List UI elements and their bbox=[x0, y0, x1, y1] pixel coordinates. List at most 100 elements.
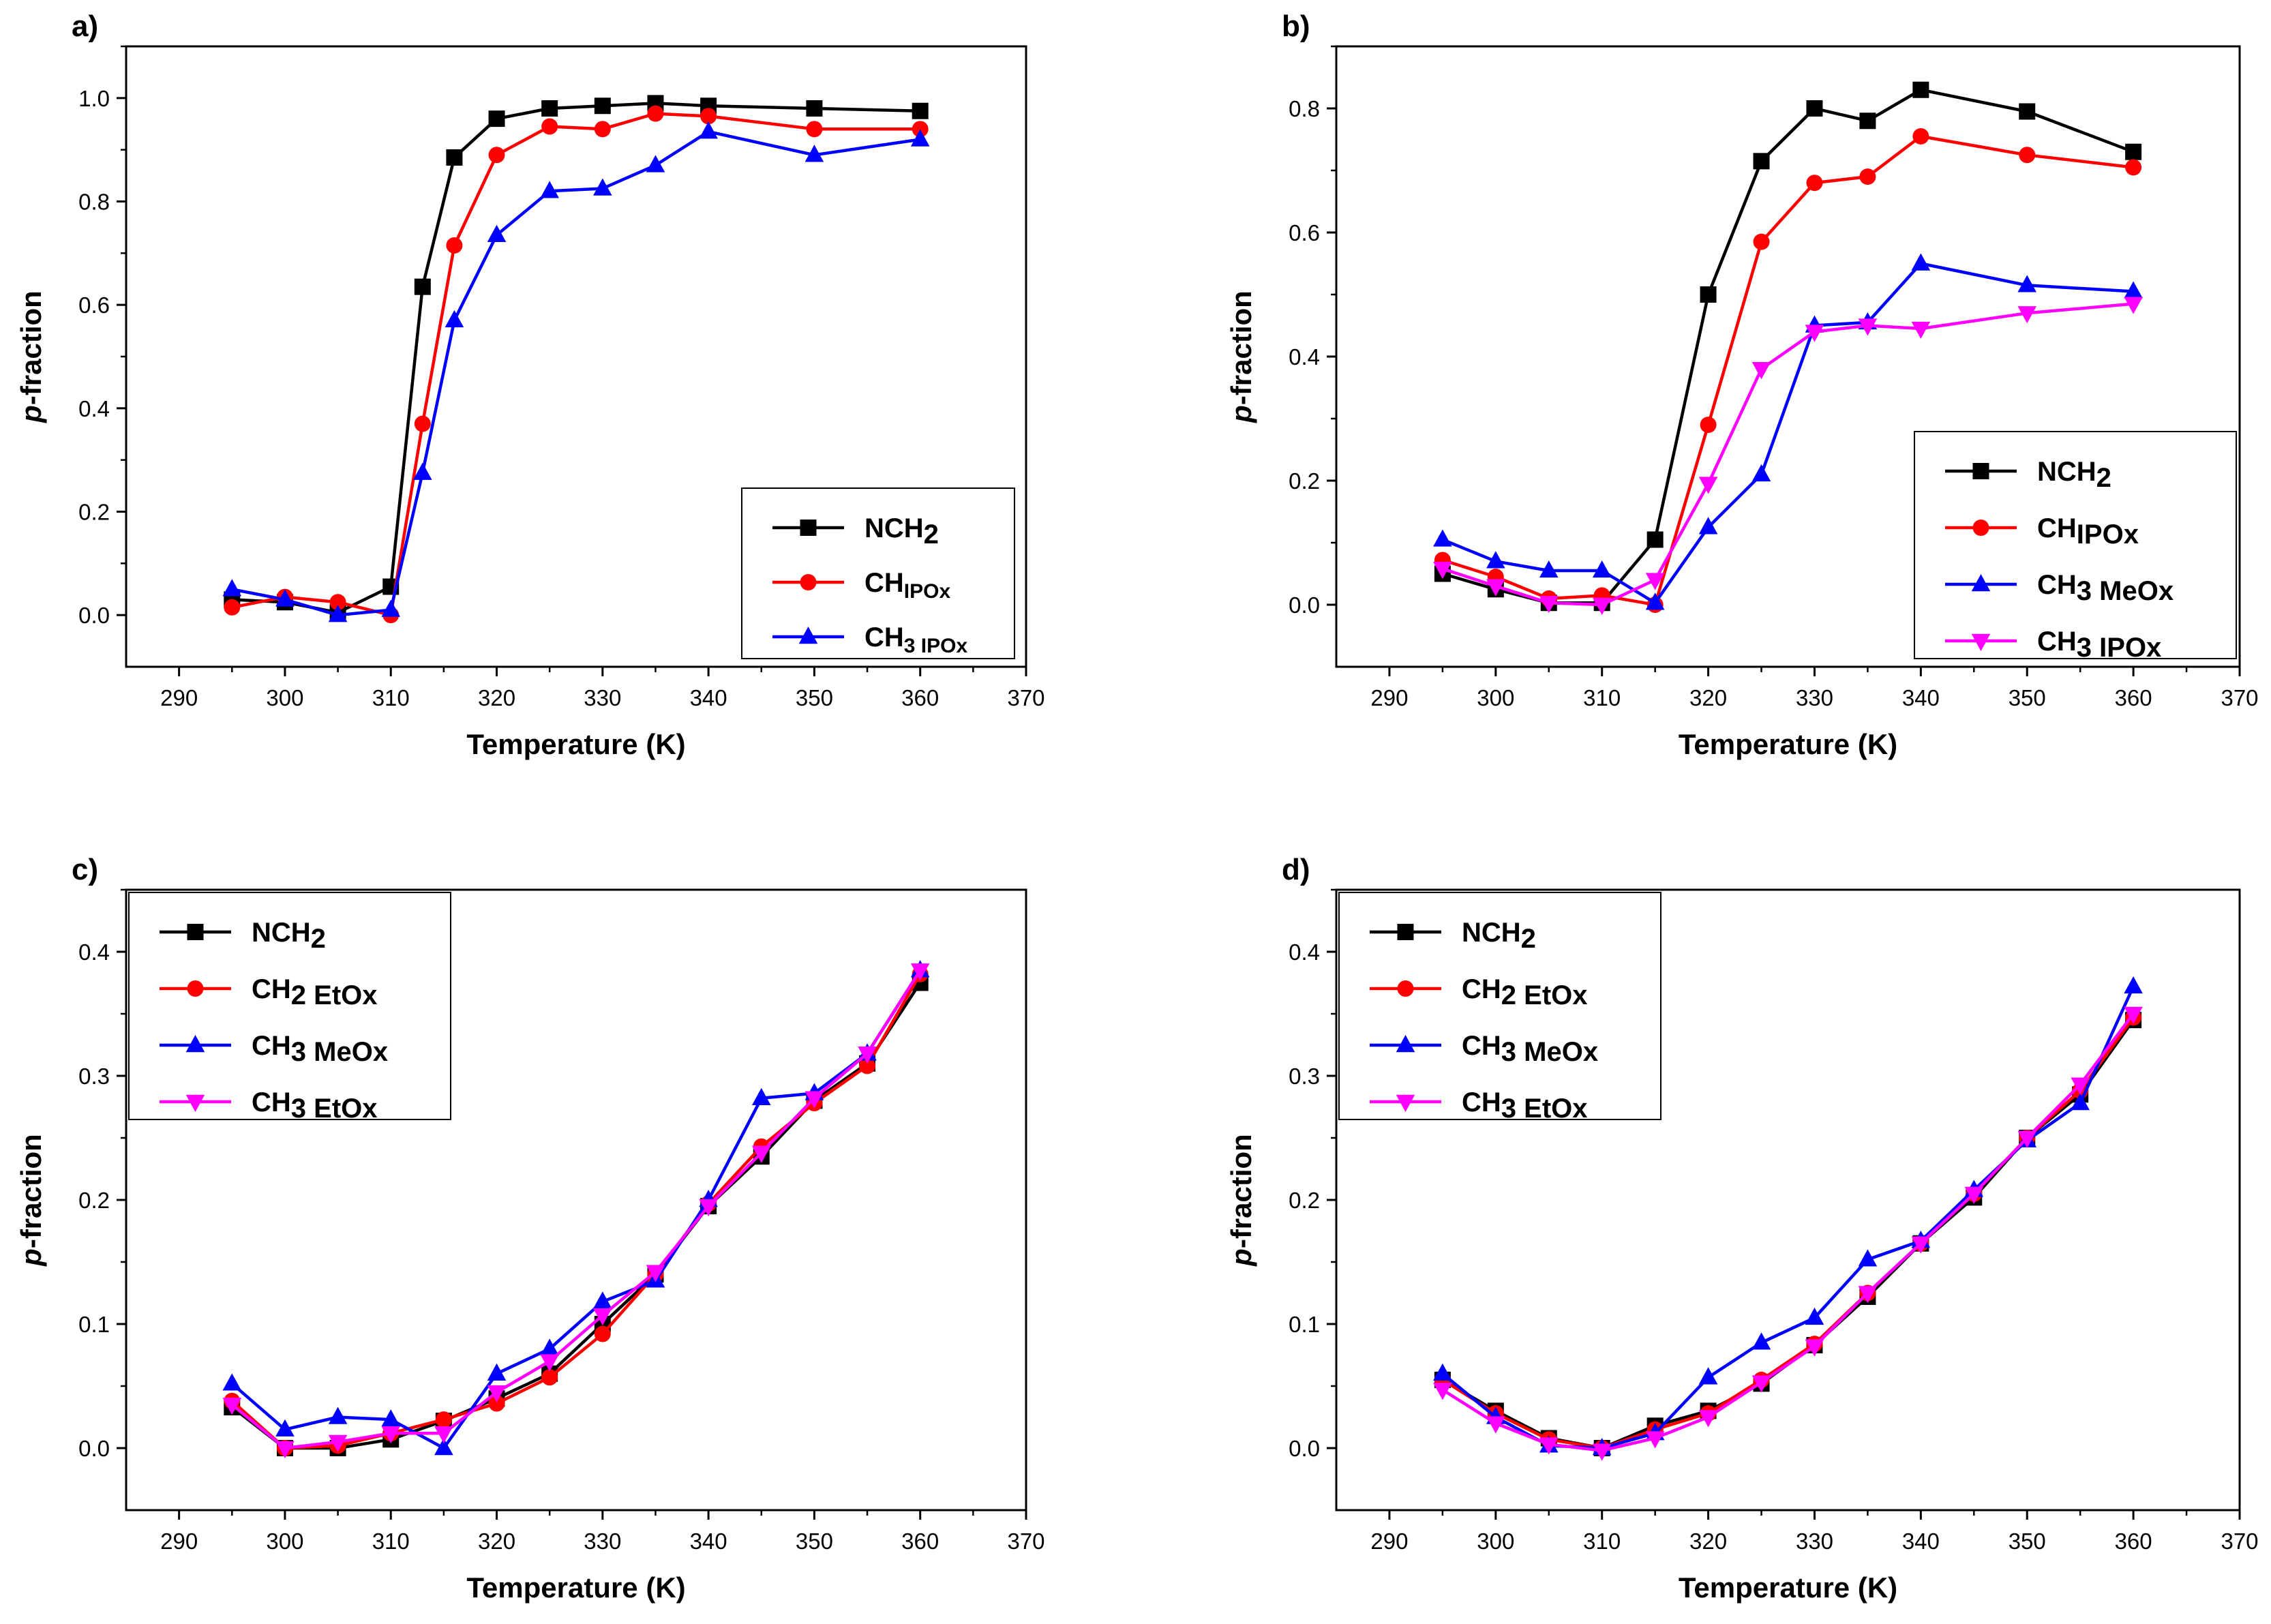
x-axis-title: Temperature (K) bbox=[466, 728, 685, 760]
legend-marker bbox=[1973, 520, 1989, 536]
data-point bbox=[1752, 464, 1771, 481]
data-point bbox=[541, 100, 558, 117]
data-point bbox=[489, 110, 505, 127]
data-point bbox=[487, 225, 507, 242]
legend-label-main: CH bbox=[252, 1087, 291, 1117]
legend-label-sub: 2 bbox=[2096, 463, 2111, 493]
y-tick-label: 0.4 bbox=[1289, 344, 1320, 370]
legend-label-main: CH bbox=[864, 568, 904, 598]
legend-label-sub: 2 bbox=[1521, 924, 1536, 954]
x-tick-label: 360 bbox=[901, 1529, 939, 1554]
y-tick-label: 0.1 bbox=[1289, 1312, 1320, 1337]
data-point bbox=[1912, 322, 1931, 339]
x-tick-label: 330 bbox=[584, 685, 621, 710]
x-tick-label: 360 bbox=[2115, 685, 2152, 710]
data-point bbox=[1699, 1367, 1718, 1384]
x-tick-label: 350 bbox=[796, 1529, 833, 1554]
y-tick-label: 1.0 bbox=[78, 86, 110, 111]
x-tick-label: 370 bbox=[1007, 1529, 1044, 1554]
x-tick-label: 300 bbox=[1477, 1529, 1514, 1554]
y-tick-label: 0.6 bbox=[1289, 220, 1320, 245]
legend-label-after: EtOx bbox=[1516, 980, 1587, 1010]
x-tick-label: 330 bbox=[1796, 1529, 1833, 1554]
panel-label: d) bbox=[1282, 853, 1310, 886]
legend-label-sub: 2 bbox=[1501, 980, 1516, 1010]
x-tick-label: 310 bbox=[372, 685, 410, 710]
data-point bbox=[595, 1326, 611, 1342]
y-tick-label: 0.8 bbox=[1289, 96, 1320, 121]
legend-marker bbox=[187, 980, 204, 997]
x-tick-label: 290 bbox=[160, 1529, 198, 1554]
x-tick-label: 290 bbox=[1370, 685, 1408, 710]
x-tick-label: 310 bbox=[1583, 685, 1621, 710]
data-point bbox=[595, 97, 611, 114]
data-point bbox=[1806, 175, 1822, 191]
data-point bbox=[541, 119, 558, 135]
data-point bbox=[489, 147, 505, 163]
x-tick-label: 290 bbox=[160, 685, 198, 710]
x-tick-label: 330 bbox=[584, 1529, 621, 1554]
x-tick-label: 360 bbox=[2115, 1529, 2152, 1554]
y-axis-title-rest: -fraction bbox=[15, 1134, 47, 1248]
data-point bbox=[1806, 100, 1822, 117]
y-axis-title-rest: -fraction bbox=[1225, 1134, 1257, 1248]
data-point bbox=[2019, 104, 2035, 120]
legend-label-after: EtOx bbox=[306, 1094, 377, 1124]
legend-label-sub: IPOx bbox=[904, 580, 951, 603]
data-point bbox=[415, 279, 431, 295]
data-point bbox=[1859, 168, 1876, 185]
y-tick-label: 0.1 bbox=[78, 1312, 110, 1337]
y-tick-label: 0.0 bbox=[1289, 592, 1320, 618]
legend-marker bbox=[800, 520, 817, 536]
x-tick-label: 300 bbox=[1477, 685, 1514, 710]
data-point bbox=[806, 121, 822, 137]
y-axis-title: p-fraction bbox=[1225, 1134, 1257, 1267]
x-tick-label: 290 bbox=[1370, 1529, 1408, 1554]
y-tick-label: 0.0 bbox=[78, 1436, 110, 1461]
x-tick-label: 320 bbox=[1689, 685, 1727, 710]
y-tick-label: 0.4 bbox=[78, 939, 110, 965]
y-axis-title-italic: p bbox=[15, 405, 47, 423]
y-tick-label: 0.4 bbox=[78, 396, 110, 421]
y-tick-label: 0.0 bbox=[1289, 1436, 1320, 1461]
data-point bbox=[1700, 286, 1717, 303]
data-point bbox=[2125, 159, 2141, 175]
legend-label-main: CH bbox=[1462, 974, 1501, 1004]
y-axis-title-rest: -fraction bbox=[15, 290, 47, 405]
legend-label-main: CH bbox=[252, 1031, 291, 1061]
x-tick-label: 350 bbox=[2009, 685, 2046, 710]
x-axis-title: Temperature (K) bbox=[466, 1572, 685, 1604]
panel-d-chart: 290 300 310 320 330 340 350 360 370 0.0 0.1 0.2 0.3 0… bbox=[1225, 853, 2259, 1604]
legend-label-main: CH bbox=[1462, 1031, 1501, 1061]
legend-label-after: MeOx bbox=[1516, 1037, 1598, 1067]
legend-label-main: CH bbox=[2037, 627, 2077, 657]
data-point bbox=[1593, 560, 1612, 577]
legend-label-main: CH bbox=[1462, 1087, 1501, 1117]
figure-canvas: 290 300 310 320 330 340 350 360 3700.00.20.40.60… bbox=[0, 0, 2271, 1624]
x-tick-label: 370 bbox=[2221, 1529, 2258, 1554]
panel-c-chart: 290 300 310 320 330 340 350 360 370 0.0 0.1 0.2 0.3 0… bbox=[15, 853, 1045, 1604]
x-tick-label: 360 bbox=[901, 685, 939, 710]
legend-marker bbox=[1398, 980, 1414, 997]
x-tick-label: 370 bbox=[2221, 685, 2258, 710]
x-tick-label: 340 bbox=[1902, 685, 1940, 710]
panel-label: a) bbox=[72, 10, 98, 43]
legend-label-sub: 2 bbox=[924, 520, 939, 550]
legend-label-sub: 2 bbox=[311, 924, 326, 954]
data-point bbox=[2125, 144, 2141, 160]
x-tick-label: 340 bbox=[690, 685, 727, 710]
legend-label-after: EtOx bbox=[306, 980, 377, 1010]
data-point bbox=[1752, 362, 1771, 379]
data-point bbox=[1805, 325, 1824, 342]
x-tick-label: 320 bbox=[1689, 1529, 1727, 1554]
y-axis-title: p-fraction bbox=[1225, 290, 1257, 423]
data-point bbox=[1912, 254, 1931, 271]
legend-label-sub: 3 bbox=[291, 1094, 306, 1124]
data-point bbox=[436, 1411, 452, 1428]
legend-label-main: NCH bbox=[252, 918, 311, 948]
data-point bbox=[1754, 234, 1770, 250]
data-point bbox=[1912, 82, 1929, 98]
data-point bbox=[1433, 529, 1452, 546]
legend-label-main: CH bbox=[2037, 513, 2077, 543]
panel-a-chart: 290 300 310 320 330 340 350 360 3700.00.20.40.60… bbox=[15, 10, 1045, 760]
